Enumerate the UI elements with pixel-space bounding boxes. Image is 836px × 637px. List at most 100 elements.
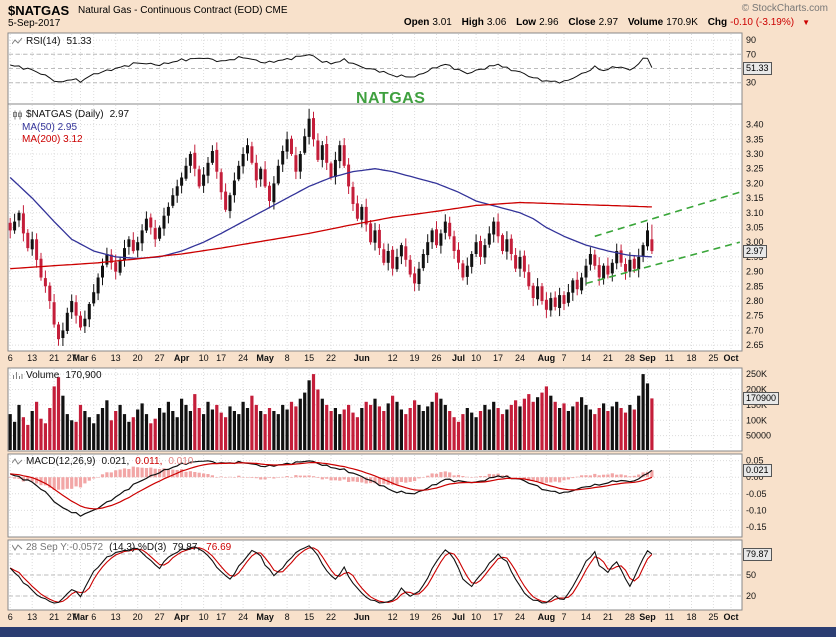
- svg-text:70: 70: [746, 49, 756, 59]
- open-label: Open: [403, 17, 430, 28]
- svg-text:Mar: Mar: [73, 612, 90, 622]
- svg-text:20: 20: [746, 591, 756, 601]
- svg-text:26: 26: [432, 612, 442, 622]
- svg-text:14: 14: [581, 612, 591, 622]
- chg-label: Chg: [707, 17, 728, 28]
- svg-text:21: 21: [49, 353, 59, 363]
- price-name: $NATGAS (Daily): [26, 109, 104, 120]
- svg-text:May: May: [256, 353, 274, 363]
- chg-value: -0.10 (-3.19%): [730, 17, 795, 28]
- rsi-value: 51.33: [66, 36, 92, 47]
- volume-panel-value: 170,900: [65, 370, 102, 381]
- macd-lines: [9, 460, 653, 517]
- svg-text:Oct: Oct: [724, 612, 739, 622]
- svg-text:Mar: Mar: [73, 353, 90, 363]
- svg-text:3.40: 3.40: [746, 120, 764, 130]
- svg-text:6: 6: [91, 612, 96, 622]
- close-label: Close: [568, 17, 596, 28]
- svg-text:10: 10: [199, 353, 209, 363]
- svg-text:18: 18: [686, 353, 696, 363]
- svg-text:20: 20: [133, 353, 143, 363]
- svg-text:18: 18: [686, 612, 696, 622]
- svg-text:50: 50: [746, 570, 756, 580]
- svg-text:2.80: 2.80: [746, 296, 764, 306]
- svg-text:8: 8: [285, 612, 290, 622]
- stochastic-name: (14,3) %D(3): [109, 542, 167, 553]
- svg-text:3.25: 3.25: [746, 164, 764, 174]
- low-value: 2.96: [539, 17, 559, 28]
- volume-name: Volume: [26, 370, 60, 381]
- svg-text:3.10: 3.10: [746, 208, 764, 218]
- svg-text:27: 27: [155, 612, 165, 622]
- candlestick-series: [8, 108, 654, 346]
- svg-text:-0.05: -0.05: [746, 489, 767, 499]
- svg-text:24: 24: [515, 353, 525, 363]
- svg-text:2.90: 2.90: [746, 267, 764, 277]
- svg-text:3.15: 3.15: [746, 193, 764, 203]
- moving-average-lines: [9, 168, 652, 270]
- svg-text:-0.15: -0.15: [746, 522, 767, 532]
- svg-text:28: 28: [625, 612, 635, 622]
- svg-text:27: 27: [67, 353, 77, 363]
- svg-text:2.70: 2.70: [746, 325, 764, 335]
- rsi-name: RSI(14): [26, 36, 61, 47]
- price-value-box: 2.97: [743, 245, 767, 258]
- stochastic-value-1: 79.87,: [172, 542, 201, 553]
- svg-text:21: 21: [49, 612, 59, 622]
- window-footer-bar: [0, 627, 836, 637]
- svg-text:Apr: Apr: [174, 612, 190, 622]
- svg-text:3.30: 3.30: [746, 149, 764, 159]
- svg-text:3.05: 3.05: [746, 223, 764, 233]
- svg-text:90: 90: [746, 35, 756, 45]
- crosshair-readout: 28 Sep Y:-0.0572: [26, 542, 104, 553]
- svg-text:8: 8: [285, 353, 290, 363]
- svg-text:0.05: 0.05: [746, 456, 764, 466]
- svg-text:11: 11: [665, 612, 674, 622]
- open-value: 3.01: [432, 17, 452, 28]
- svg-text:3.00: 3.00: [746, 237, 764, 247]
- stoch-value-box: 79.87: [743, 548, 772, 561]
- chart-title: Natural Gas - Continuous Contract (EOD) …: [78, 5, 288, 16]
- svg-text:7: 7: [561, 353, 566, 363]
- svg-text:11: 11: [665, 353, 674, 363]
- svg-text:-0.10: -0.10: [746, 505, 767, 515]
- svg-text:24: 24: [515, 612, 525, 622]
- stochastic-indicator-icon: [12, 544, 23, 551]
- svg-text:22: 22: [326, 612, 336, 622]
- svg-text:Aug: Aug: [538, 353, 556, 363]
- svg-text:25: 25: [708, 612, 718, 622]
- svg-text:15: 15: [304, 353, 314, 363]
- svg-text:24: 24: [238, 612, 248, 622]
- chart-watermark: NATGAS: [356, 90, 426, 107]
- svg-text:28: 28: [625, 353, 635, 363]
- macd-value-box: 0.021: [743, 464, 772, 477]
- svg-text:Oct: Oct: [724, 353, 739, 363]
- svg-text:20: 20: [133, 612, 143, 622]
- svg-text:13: 13: [27, 353, 37, 363]
- svg-text:21: 21: [603, 612, 613, 622]
- svg-text:15: 15: [304, 612, 314, 622]
- svg-text:27: 27: [155, 353, 165, 363]
- price-value: 2.97: [109, 109, 130, 120]
- svg-text:Jul: Jul: [452, 612, 465, 622]
- svg-text:12: 12: [388, 612, 398, 622]
- svg-text:6: 6: [8, 353, 13, 363]
- svg-text:13: 13: [27, 612, 37, 622]
- stochastic-value-2: 76.69: [206, 542, 232, 553]
- high-value: 3.06: [486, 17, 507, 28]
- low-label: Low: [516, 17, 537, 28]
- svg-text:17: 17: [216, 353, 226, 363]
- rsi-label: RSI(14) 51.33: [12, 36, 91, 47]
- svg-text:19: 19: [410, 353, 420, 363]
- svg-text:50000: 50000: [746, 431, 771, 441]
- copyright: © StockCharts.com: [741, 3, 828, 14]
- svg-text:26: 26: [432, 353, 442, 363]
- svg-text:250K: 250K: [746, 369, 767, 379]
- volume-bars: [8, 374, 654, 450]
- svg-text:6: 6: [8, 612, 13, 622]
- svg-text:14: 14: [581, 353, 591, 363]
- svg-text:Jul: Jul: [452, 353, 465, 363]
- svg-text:100K: 100K: [746, 415, 767, 425]
- svg-text:17: 17: [493, 353, 503, 363]
